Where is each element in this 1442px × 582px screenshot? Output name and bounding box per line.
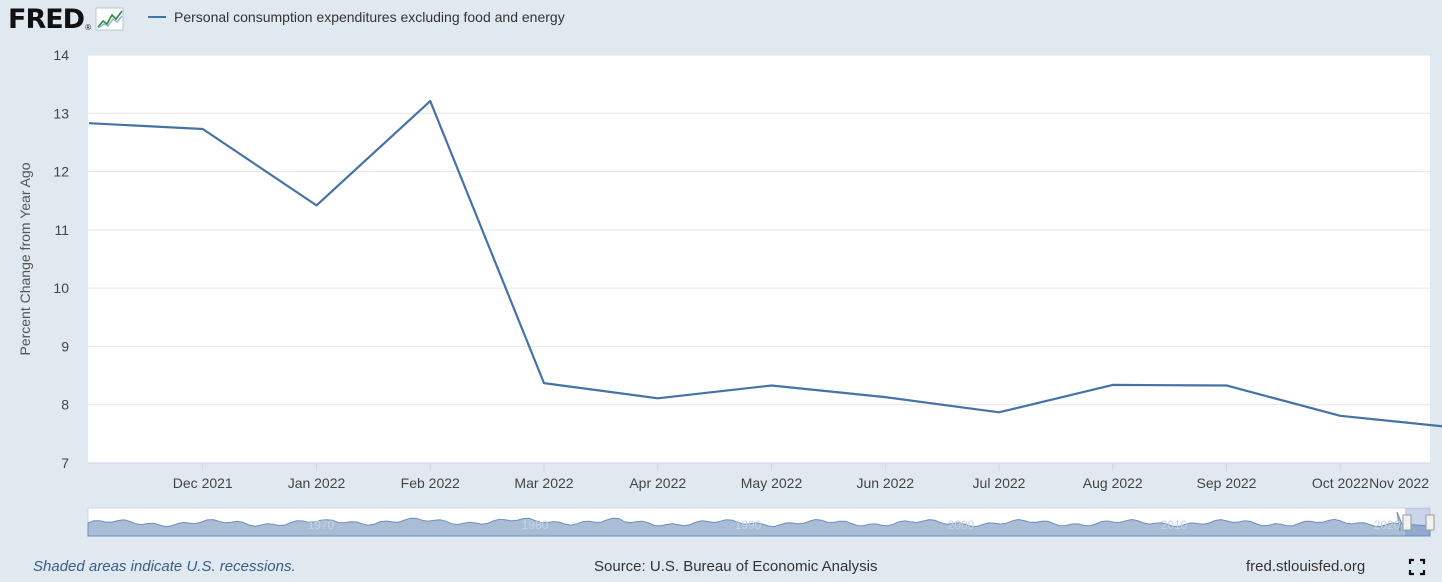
navigator-year-label: 2000 xyxy=(948,518,975,532)
chart-header: FRED ® Personal consumption expenditures… xyxy=(0,0,1442,40)
x-tick-label: Aug 2022 xyxy=(1083,475,1143,491)
x-tick-label: Jan 2022 xyxy=(288,475,346,491)
chart-trend-icon xyxy=(95,7,124,31)
y-tick-label: 8 xyxy=(61,397,69,413)
y-tick-label: 10 xyxy=(53,280,69,296)
fred-logo[interactable]: FRED ® xyxy=(8,2,125,36)
x-tick-label: Oct 2022 xyxy=(1312,475,1369,491)
recession-note: Shaded areas indicate U.S. recessions. xyxy=(33,558,296,575)
site-link[interactable]: fred.stlouisfed.org xyxy=(1246,558,1366,575)
chart-legend[interactable]: Personal consumption expenditures exclud… xyxy=(148,9,565,25)
navigator-year-label: 1980 xyxy=(522,518,549,532)
navigator-handle[interactable] xyxy=(1425,514,1435,531)
x-tick-label: Apr 2022 xyxy=(629,475,686,491)
fred-logo-text: FRED xyxy=(8,3,85,35)
navigator-year-label: 1990 xyxy=(735,518,762,532)
navigator-series-area xyxy=(87,511,1431,537)
legend-line-swatch xyxy=(148,16,166,18)
navigator-handle[interactable] xyxy=(1402,514,1412,531)
x-tick-label: Dec 2021 xyxy=(173,475,233,491)
x-tick-label: Jul 2022 xyxy=(973,475,1026,491)
y-tick-label: 13 xyxy=(53,105,69,121)
x-tick-label: May 2022 xyxy=(741,475,803,491)
navigator-year-label: 2010 xyxy=(1161,518,1188,532)
y-tick-label: 12 xyxy=(53,164,69,180)
y-tick-label: 14 xyxy=(53,47,69,63)
x-tick-label: Mar 2022 xyxy=(514,475,573,491)
x-tick-label: Sep 2022 xyxy=(1197,475,1257,491)
y-tick-label: 11 xyxy=(54,222,69,238)
source-credit: Source: U.S. Bureau of Economic Analysis xyxy=(594,558,878,575)
x-tick-label: Jun 2022 xyxy=(856,475,914,491)
fred-logo-registered: ® xyxy=(85,22,91,32)
fullscreen-icon[interactable] xyxy=(1408,558,1426,576)
navigator-year-label: 2020 xyxy=(1374,518,1401,532)
y-tick-label: 9 xyxy=(61,338,69,354)
navigator-year-label: 1970 xyxy=(308,518,335,532)
y-tick-label: 7 xyxy=(61,455,69,471)
x-tick-label: Nov 2022 xyxy=(1369,475,1429,491)
legend-series-label: Personal consumption expenditures exclud… xyxy=(174,9,565,25)
plot-area xyxy=(88,55,1430,463)
line-chart: 7 8 9 10 11 12 13 14 Dec 2021 Jan 2022 Feb 2022 Mar… xyxy=(17,47,1442,537)
x-tick-label: Feb 2022 xyxy=(401,475,460,491)
y-axis-title: Percent Change from Year Ago xyxy=(17,162,33,355)
